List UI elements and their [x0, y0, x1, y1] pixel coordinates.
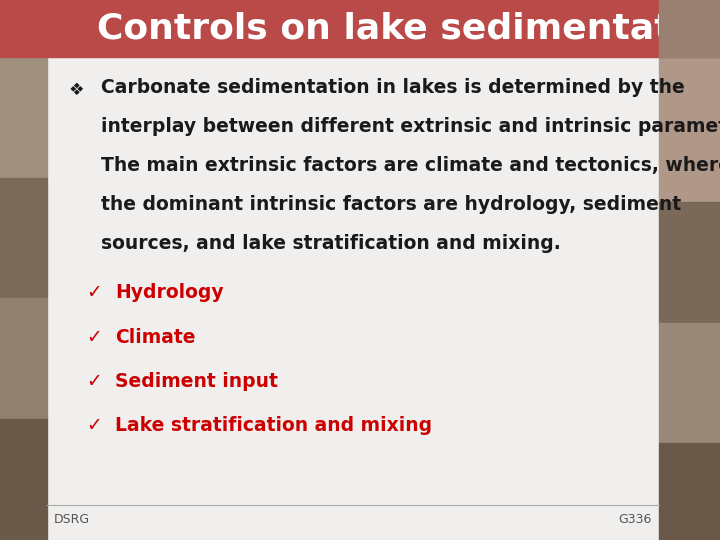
Text: The main extrinsic factors are climate and tectonics, whereas: The main extrinsic factors are climate a… — [101, 156, 720, 175]
Bar — [0, 419, 47, 540]
Bar — [0, 57, 47, 178]
Text: Carbonate sedimentation in lakes is determined by the: Carbonate sedimentation in lakes is dete… — [101, 78, 685, 97]
Bar — [659, 57, 720, 202]
Text: sources, and lake stratification and mixing.: sources, and lake stratification and mix… — [101, 234, 561, 253]
Text: ❖: ❖ — [68, 81, 84, 99]
Text: DSRG: DSRG — [54, 513, 90, 526]
Text: Hydrology: Hydrology — [115, 284, 224, 302]
Bar — [0, 178, 47, 298]
Text: the dominant intrinsic factors are hydrology, sediment: the dominant intrinsic factors are hydro… — [101, 195, 681, 214]
Text: ✓: ✓ — [86, 416, 102, 435]
Text: ✓: ✓ — [86, 372, 102, 391]
Text: G336: G336 — [618, 513, 652, 526]
Text: ✓: ✓ — [86, 328, 102, 347]
Text: Sediment input: Sediment input — [115, 372, 278, 391]
Bar — [0, 298, 47, 419]
Bar — [0, 0, 720, 57]
Text: Controls on lake sedimentation: Controls on lake sedimentation — [97, 11, 720, 45]
Bar — [659, 202, 720, 322]
Bar — [659, 443, 720, 540]
Bar — [659, 322, 720, 443]
Text: ✓: ✓ — [86, 284, 102, 302]
Text: interplay between different extrinsic and intrinsic parameters.: interplay between different extrinsic an… — [101, 117, 720, 136]
Text: Climate: Climate — [115, 328, 196, 347]
Bar — [659, 0, 720, 57]
Text: Lake stratification and mixing: Lake stratification and mixing — [115, 416, 432, 435]
